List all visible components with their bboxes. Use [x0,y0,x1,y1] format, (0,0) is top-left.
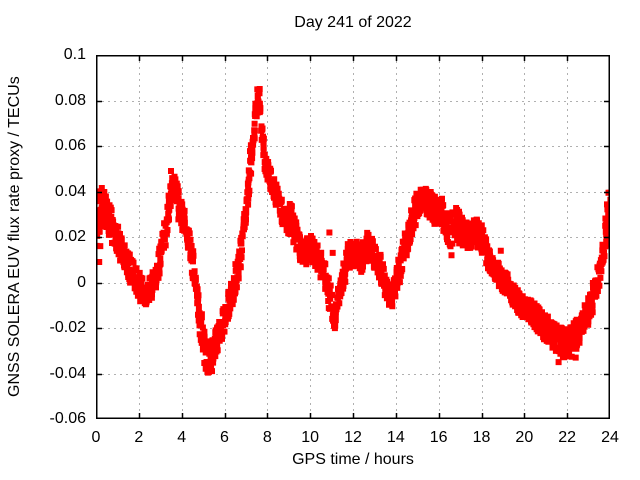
x-tick-label: 18 [472,429,491,446]
x-tick-label: 6 [220,429,229,446]
x-tick-label: 2 [134,429,144,446]
data-series [96,86,610,376]
gridlines [96,55,610,419]
y-tick-label: 0.04 [54,182,86,200]
x-tick-label: 0 [91,429,101,446]
plot-border [96,55,610,419]
x-tick-label: 8 [262,429,272,446]
x-tick-label: 14 [386,429,405,446]
y-tick-label: -0.06 [49,410,86,427]
x-tick-label: 12 [344,429,362,446]
x-tick-label: 22 [558,429,577,446]
y-tick-label: 0.1 [63,46,86,63]
x-tick-label: 16 [429,429,448,446]
y-tick-label: -0.04 [49,364,86,382]
x-tick-label: 20 [515,429,534,446]
x-tick-label: 24 [601,429,619,446]
plot-area [96,55,610,419]
y-tick-label: 0.02 [54,228,86,245]
chart-title: Day 241 of 2022 [294,14,412,31]
y-tick-label: 0.06 [54,137,86,154]
x-tick-label: 4 [177,429,187,446]
y-tick-label: 0.08 [54,91,86,109]
y-tick-label: 0 [77,273,86,291]
y-tick-label: -0.02 [49,319,86,336]
x-axis-label: GPS time / hours [292,451,414,468]
x-tick-label: 10 [301,429,320,446]
